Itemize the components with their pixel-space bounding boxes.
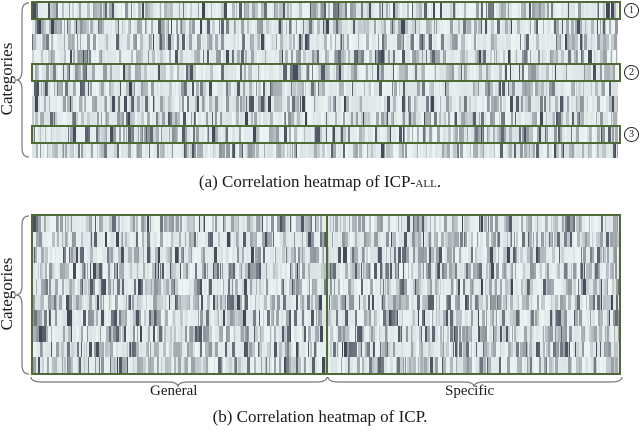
- group-label-general: General: [150, 383, 197, 400]
- x-brace-general: [30, 376, 328, 388]
- marker-3: 3: [624, 127, 639, 142]
- caption-a-suffix: .: [437, 172, 441, 191]
- x-brace-specific: [327, 376, 623, 388]
- group-label-specific: Specific: [445, 383, 494, 400]
- caption-a-text: (a) Correlation heatmap of ICP: [199, 172, 411, 191]
- heatmap-a: [32, 3, 618, 158]
- y-axis-label-b: Categories: [0, 249, 17, 339]
- y-brace-b: [15, 215, 30, 375]
- group-divider: [326, 214, 328, 375]
- y-brace-a: [15, 2, 30, 158]
- marker-2: 2: [624, 65, 639, 80]
- caption-a: (a) Correlation heatmap of ICP-all.: [0, 172, 640, 192]
- caption-b: (b) Correlation heatmap of ICP.: [0, 407, 640, 427]
- y-axis-label-a: Categories: [0, 34, 17, 124]
- marker-1: 1: [624, 3, 639, 18]
- caption-a-smallcaps: -all: [410, 175, 436, 191]
